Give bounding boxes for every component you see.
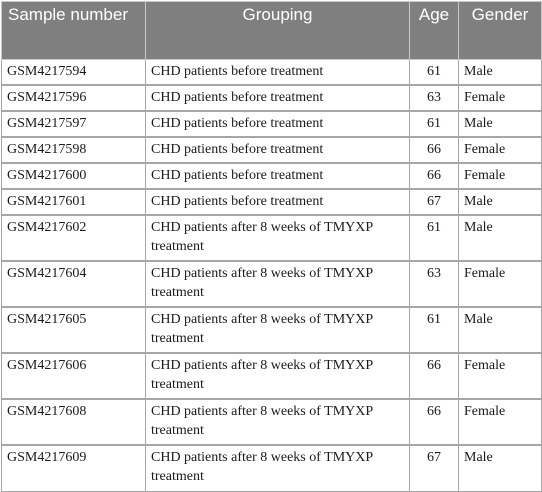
cell-grouping: CHD patients before treatment bbox=[145, 188, 410, 216]
cell-gender: Female bbox=[458, 352, 542, 400]
cell-age: 66 bbox=[409, 352, 459, 400]
cell-gender: Female bbox=[458, 162, 542, 190]
cell-grouping: CHD patients before treatment bbox=[145, 110, 410, 138]
cell-sample-number: GSM4217604 bbox=[1, 260, 146, 308]
cell-grouping: CHD patients before treatment bbox=[145, 162, 410, 190]
cell-age: 67 bbox=[409, 188, 459, 216]
table-row: GSM4217608 CHD patients after 8 weeks of … bbox=[1, 398, 542, 446]
cell-gender: Female bbox=[458, 136, 542, 164]
table-row: GSM4217604 CHD patients after 8 weeks of … bbox=[1, 260, 542, 308]
cell-sample-number: GSM4217596 bbox=[1, 84, 146, 112]
cell-sample-number: GSM4217608 bbox=[1, 398, 146, 446]
cell-gender: Male bbox=[458, 306, 542, 354]
cell-age: 63 bbox=[409, 84, 459, 112]
cell-gender: Male bbox=[458, 110, 542, 138]
table-header: Sample number Grouping Age Gender bbox=[1, 1, 542, 60]
header-row: Sample number Grouping Age Gender bbox=[1, 1, 542, 60]
cell-sample-number: GSM4217598 bbox=[1, 136, 146, 164]
cell-age: 67 bbox=[409, 444, 459, 492]
table-body: GSM4217594 CHD patients before treatment 6… bbox=[1, 59, 542, 492]
cell-grouping: CHD patients after 8 weeks of TMYXP trea… bbox=[145, 398, 410, 446]
cell-age: 66 bbox=[409, 398, 459, 446]
cell-grouping: CHD patients before treatment bbox=[145, 84, 410, 112]
table-row: GSM4217605 CHD patients after 8 weeks of … bbox=[1, 306, 542, 354]
table-row: GSM4217609 CHD patients after 8 weeks of … bbox=[1, 444, 542, 492]
cell-gender: Male bbox=[458, 188, 542, 216]
header-grouping: Grouping bbox=[145, 1, 410, 60]
cell-gender: Female bbox=[458, 398, 542, 446]
cell-sample-number: GSM4217606 bbox=[1, 352, 146, 400]
cell-age: 61 bbox=[409, 110, 459, 138]
header-age: Age bbox=[409, 1, 459, 60]
cell-sample-number: GSM4217594 bbox=[1, 59, 146, 86]
cell-sample-number: GSM4217597 bbox=[1, 110, 146, 138]
cell-sample-number: GSM4217601 bbox=[1, 188, 146, 216]
cell-gender: Male bbox=[458, 444, 542, 492]
cell-grouping: CHD patients after 8 weeks of TMYXP trea… bbox=[145, 306, 410, 354]
cell-gender: Male bbox=[458, 214, 542, 262]
cell-gender: Female bbox=[458, 260, 542, 308]
cell-gender: Female bbox=[458, 84, 542, 112]
table-row: GSM4217596 CHD patients before treatment 6… bbox=[1, 84, 542, 112]
table-row: GSM4217594 CHD patients before treatment 6… bbox=[1, 59, 542, 86]
table-row: GSM4217600 CHD patients before treatment 6… bbox=[1, 162, 542, 190]
table-row: GSM4217601 CHD patients before treatment 6… bbox=[1, 188, 542, 216]
cell-sample-number: GSM4217600 bbox=[1, 162, 146, 190]
table-row: GSM4217602 CHD patients after 8 weeks of … bbox=[1, 214, 542, 262]
cell-grouping: CHD patients before treatment bbox=[145, 59, 410, 86]
cell-grouping: CHD patients after 8 weeks of TMYXP trea… bbox=[145, 260, 410, 308]
cell-grouping: CHD patients after 8 weeks of TMYXP trea… bbox=[145, 214, 410, 262]
header-sample-number: Sample number bbox=[1, 1, 146, 60]
cell-grouping: CHD patients after 8 weeks of TMYXP trea… bbox=[145, 444, 410, 492]
table-row: GSM4217606 CHD patients after 8 weeks of … bbox=[1, 352, 542, 400]
cell-sample-number: GSM4217609 bbox=[1, 444, 146, 492]
header-gender: Gender bbox=[458, 1, 542, 60]
cell-age: 61 bbox=[409, 59, 459, 86]
cell-gender: Male bbox=[458, 59, 542, 86]
cell-age: 66 bbox=[409, 162, 459, 190]
cell-sample-number: GSM4217602 bbox=[1, 214, 146, 262]
cell-age: 61 bbox=[409, 214, 459, 262]
cell-grouping: CHD patients after 8 weeks of TMYXP trea… bbox=[145, 352, 410, 400]
cell-age: 66 bbox=[409, 136, 459, 164]
table-row: GSM4217598 CHD patients before treatment 6… bbox=[1, 136, 542, 164]
cell-sample-number: GSM4217605 bbox=[1, 306, 146, 354]
cell-age: 61 bbox=[409, 306, 459, 354]
cell-grouping: CHD patients before treatment bbox=[145, 136, 410, 164]
table-row: GSM4217597 CHD patients before treatment 6… bbox=[1, 110, 542, 138]
cell-age: 63 bbox=[409, 260, 459, 308]
